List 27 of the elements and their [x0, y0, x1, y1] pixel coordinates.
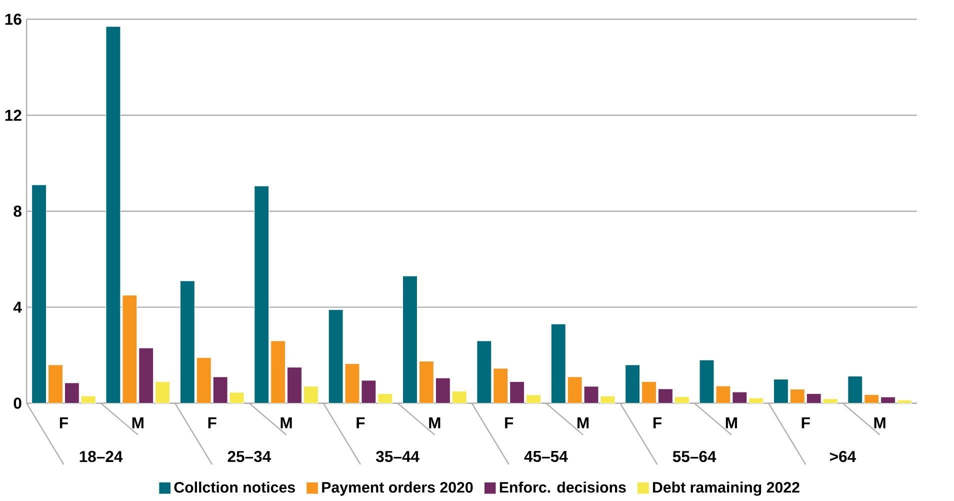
x-tick-label: M — [132, 417, 144, 428]
legend-label: Debt ramaining 2022 — [653, 481, 800, 496]
x-tick-label: M — [280, 417, 292, 428]
text: >64 — [830, 450, 856, 462]
text: 45–54 — [524, 450, 568, 462]
y-tick-label: 16 — [5, 13, 22, 25]
x-tick-label: M — [578, 417, 589, 428]
y-tick-label: 12 — [5, 110, 22, 121]
x-tick-label: F — [653, 417, 662, 428]
x-tick-label: F — [802, 417, 810, 428]
y-tick-label: 0 — [14, 397, 22, 409]
text: 25–34 — [228, 450, 272, 462]
x-tick-label: M — [874, 417, 886, 428]
x-tick-label: F — [60, 417, 68, 428]
legend-label: Enforc. decisions — [500, 481, 626, 492]
y-tick-label: 4 — [13, 302, 22, 312]
text: 35–44 — [376, 450, 420, 462]
text: 55–64 — [672, 450, 716, 462]
x-tick-label: F — [505, 417, 514, 428]
x-tick-label: F — [208, 417, 216, 428]
text: 18–24 — [80, 450, 123, 462]
x-tick-label: M — [429, 417, 440, 428]
x-tick-label: M — [726, 417, 737, 428]
legend-label: Collction notices — [174, 481, 295, 492]
x-tick-label: F — [356, 417, 365, 428]
y-tick-label: 8 — [14, 205, 22, 217]
legend-label: Payment orders 2020 — [322, 481, 473, 496]
